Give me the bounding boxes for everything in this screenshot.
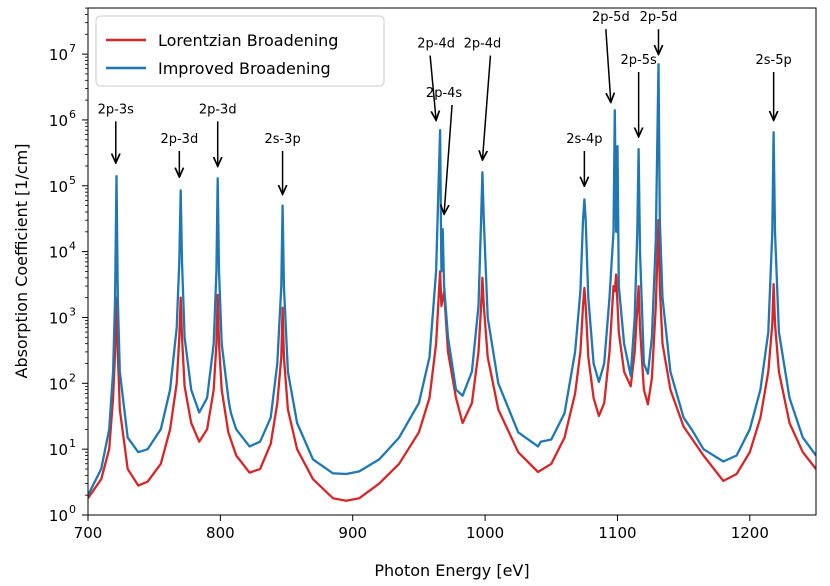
y-tick-label: 10 <box>49 507 68 525</box>
y-tick-exponent: 4 <box>69 240 76 253</box>
x-tick-label: 800 <box>206 524 235 542</box>
y-tick-label: 10 <box>49 309 68 327</box>
x-tick-label: 700 <box>74 524 103 542</box>
y-tick-exponent: 5 <box>69 174 76 187</box>
y-tick-exponent: 3 <box>69 305 76 318</box>
annotation-label: 2p-3s <box>98 102 134 117</box>
y-axis-label: Absorption Coefficient [1/cm] <box>12 144 31 379</box>
annotation-label: 2p-3d <box>160 132 198 147</box>
annotation-label: 2p-4s <box>426 86 462 101</box>
annotation-arrow <box>444 104 453 214</box>
annotation-label: 2p-4d <box>464 37 502 52</box>
legend-label: Lorentzian Broadening <box>158 31 338 50</box>
annotation-label: 2s-3p <box>264 132 300 147</box>
legend-box <box>95 15 385 87</box>
annotation-arrow <box>605 29 611 102</box>
y-tick-label: 10 <box>49 375 68 393</box>
legend-label: Improved Broadening <box>158 59 331 78</box>
x-tick-label: 1000 <box>466 524 504 542</box>
legend: Lorentzian Broadening Improved Broadening <box>95 15 385 87</box>
annotation-label: 2s-5p <box>756 53 792 68</box>
y-tick-exponent: 6 <box>69 108 76 121</box>
series-line-improved <box>88 63 816 496</box>
y-tick-label: 10 <box>49 441 68 459</box>
y-tick-label: 10 <box>49 244 68 262</box>
annotation-label: 2p-4d <box>417 37 455 52</box>
x-tick-label: 1100 <box>598 524 636 542</box>
annotation-label: 2s-4p <box>566 132 602 147</box>
annotation-label: 2p-5s <box>620 53 656 68</box>
annotation-arrow <box>429 55 436 121</box>
annotation-arrow <box>482 55 492 160</box>
x-tick-label: 900 <box>338 524 367 542</box>
annotation-label: 2p-5d <box>640 10 678 25</box>
annotation-label: 2p-5d <box>592 10 630 25</box>
y-tick-label: 10 <box>49 178 68 196</box>
y-tick-exponent: 7 <box>69 42 76 55</box>
y-tick-label: 10 <box>49 112 68 130</box>
y-tick-exponent: 2 <box>69 371 76 384</box>
annotation-label: 2p-3d <box>199 102 237 117</box>
series-layer <box>88 63 816 502</box>
x-axis-label: Photon Energy [eV] <box>374 561 529 580</box>
y-tick-label: 10 <box>49 46 68 64</box>
y-tick-exponent: 1 <box>69 437 76 450</box>
y-tick-exponent: 0 <box>69 503 76 516</box>
series-line-lorentzian <box>88 219 816 502</box>
x-tick-label: 1200 <box>731 524 769 542</box>
